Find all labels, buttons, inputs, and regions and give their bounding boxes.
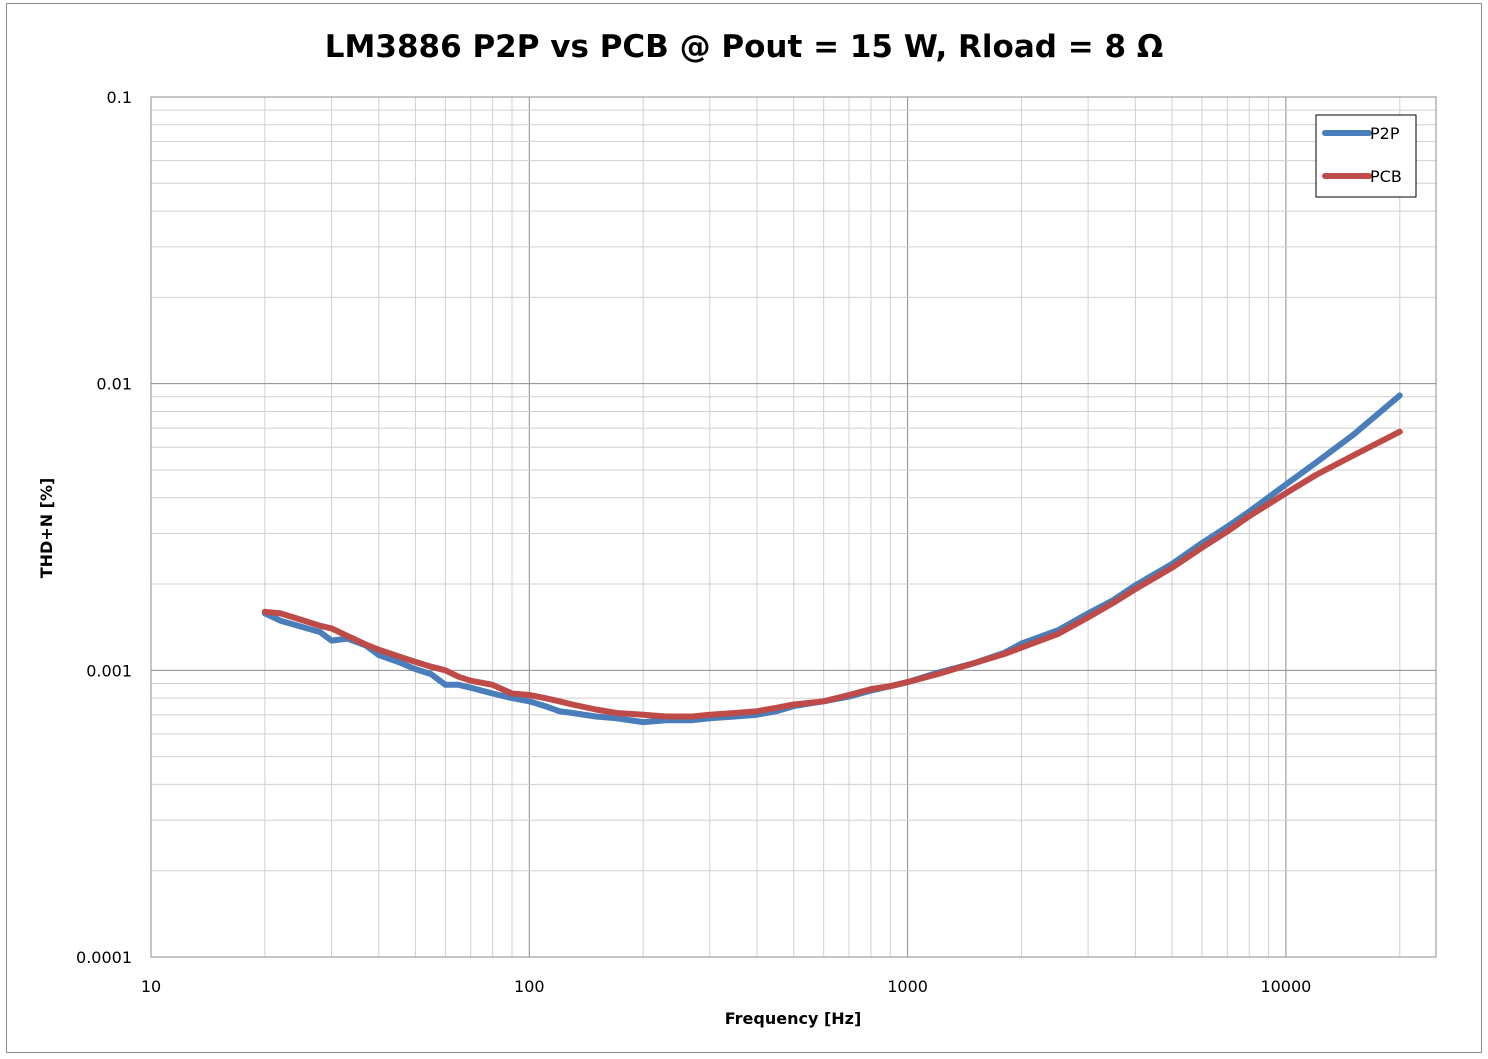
x-tick-label: 100 bbox=[514, 977, 545, 996]
x-axis-label: Frequency [Hz] bbox=[725, 1009, 862, 1028]
legend-box bbox=[1315, 114, 1417, 198]
series-line-pcb bbox=[261, 428, 1403, 720]
y-tick-label: 0.001 bbox=[86, 661, 132, 680]
y-tick-label: 0.0001 bbox=[76, 948, 132, 967]
legend-label-p2p: P2P bbox=[1370, 124, 1400, 143]
series-line-p2p bbox=[261, 392, 1403, 726]
x-tick-label: 1000 bbox=[887, 977, 928, 996]
chart-title: LM3886 P2P vs PCB @ Pout = 15 W, Rload =… bbox=[325, 29, 1163, 65]
y-axis-label: THD+N [%] bbox=[37, 478, 56, 579]
grid bbox=[151, 96, 1436, 957]
x-tick-labels: 10 100 1000 10000 bbox=[141, 977, 1312, 996]
y-tick-label: 0.01 bbox=[96, 375, 132, 394]
plot-area bbox=[150, 96, 1437, 958]
y-tick-labels: 0.1 0.01 0.001 0.0001 bbox=[76, 88, 132, 967]
series-layer bbox=[261, 392, 1403, 726]
y-tick-label: 0.1 bbox=[107, 88, 132, 107]
legend: P2P PCB bbox=[1315, 114, 1417, 198]
legend-label-pcb: PCB bbox=[1370, 167, 1402, 186]
x-tick-label: 10 bbox=[141, 977, 161, 996]
x-tick-label: 10000 bbox=[1260, 977, 1311, 996]
